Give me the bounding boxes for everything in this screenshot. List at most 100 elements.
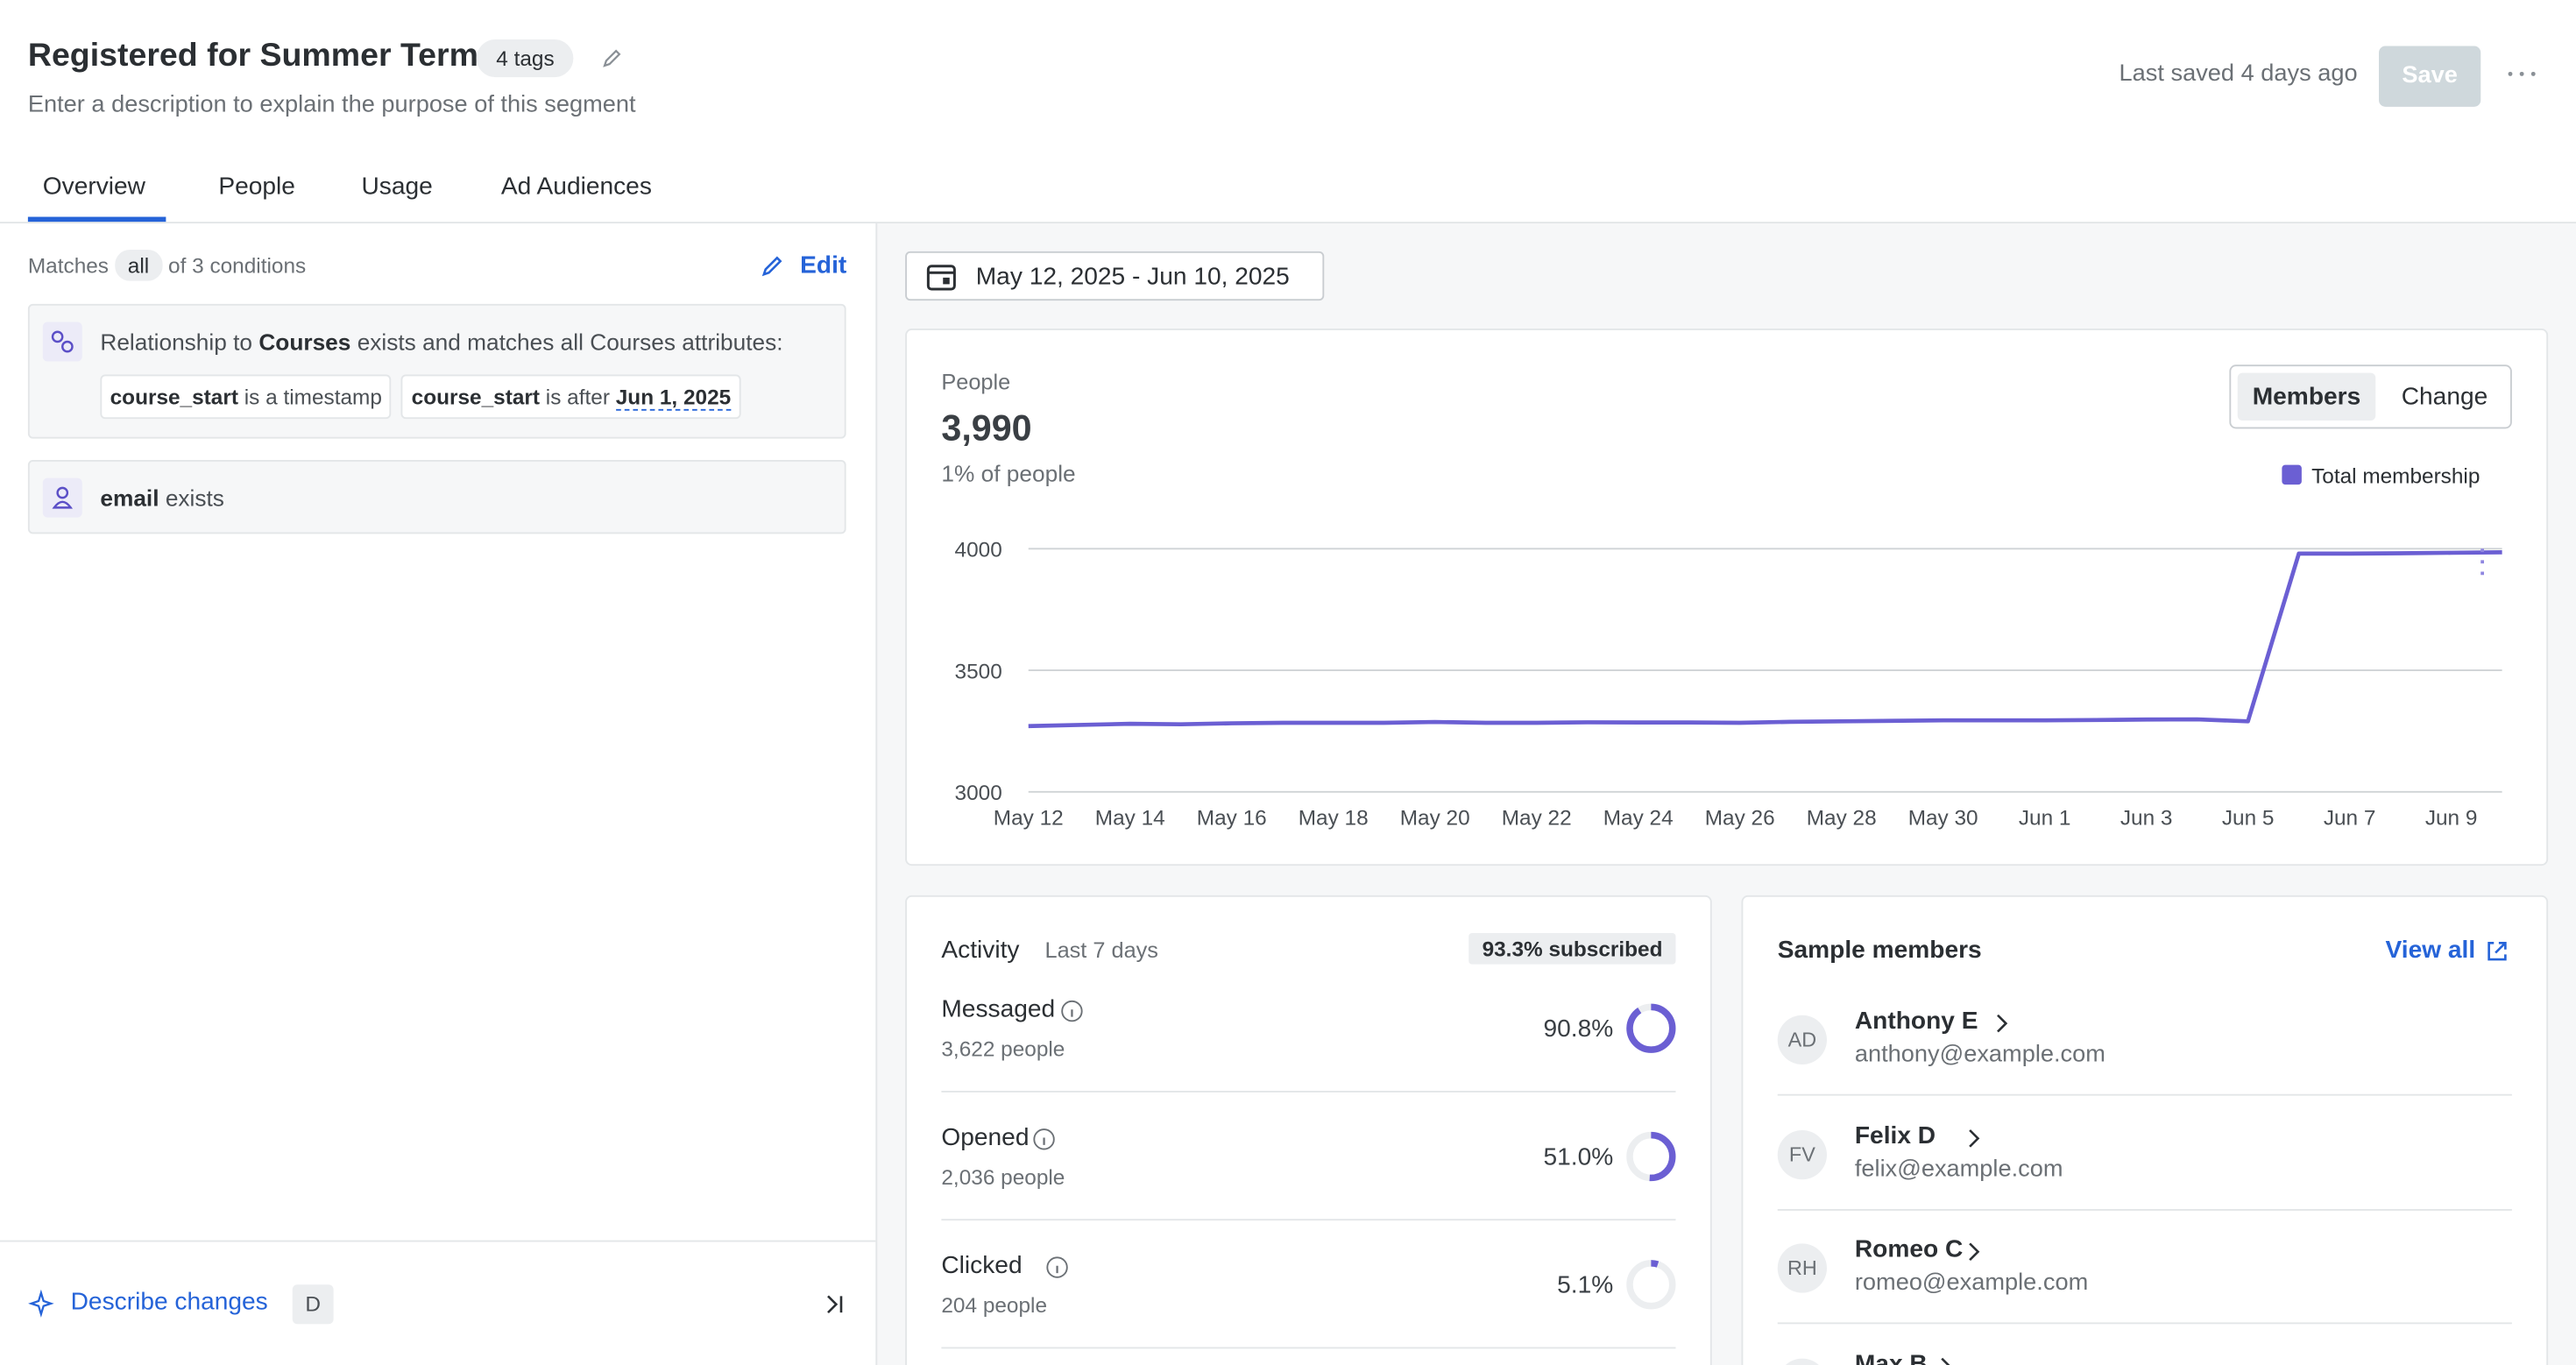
mode-pill[interactable]: all [114, 250, 163, 281]
external-icon [2488, 941, 2507, 961]
info-icon [1033, 1128, 1056, 1150]
donut-arc [1626, 1260, 1676, 1310]
shortcut-key: D [292, 1284, 334, 1325]
relationship-icon [42, 322, 82, 362]
tab[interactable]: Overview [42, 172, 145, 201]
legend-label: Total membership [2311, 464, 2480, 488]
legend-swatch [2282, 464, 2302, 485]
text: exists and matches all Courses attribute… [357, 329, 783, 355]
metric-percent: 5.1% [1557, 1271, 1614, 1300]
chevron [1968, 1242, 1979, 1262]
x-tick-label: May 26 [1705, 806, 1775, 830]
toggle-option[interactable]: Members [2237, 372, 2376, 421]
member-name: Max B [1854, 1349, 1928, 1365]
row-divider [941, 1219, 1676, 1221]
text: Jun 1, 2025 [615, 384, 732, 411]
x-tick-label: Jun 1 [2019, 806, 2071, 830]
footer-border [0, 1240, 876, 1242]
text: email [100, 484, 159, 512]
chevron-path [1968, 1242, 1979, 1262]
collapse-icon[interactable] [822, 1291, 848, 1318]
metric-percent: 51.0% [1543, 1143, 1614, 1171]
more-menu[interactable] [2505, 66, 2538, 82]
person-icon [42, 477, 82, 518]
text: is after [545, 384, 610, 409]
chips: course_start is a timestamp course_start … [100, 374, 750, 420]
x-tick-label: Jun 9 [2425, 806, 2478, 830]
chevron [1941, 1356, 1951, 1365]
info-ring [1060, 1000, 1082, 1022]
tab-indicator [27, 216, 166, 223]
activity-card: Activity Last 7 days 93.3% subscribed Me… [905, 895, 1712, 1365]
text: Matches [27, 252, 110, 278]
match-summary: Matches all of 3 conditions [27, 250, 306, 281]
condition-text: Relationship to Courses exists and match… [100, 329, 782, 355]
metric-people: 204 people [941, 1292, 1048, 1318]
description[interactable]: Enter a description to explain the purpo… [27, 92, 636, 118]
tags-pill[interactable]: 4 tags [476, 39, 575, 78]
toggle-option[interactable]: Change [2401, 382, 2488, 411]
condition-text: email exists [100, 484, 224, 511]
tab[interactable]: Usage [361, 172, 433, 201]
metric-people: 2,036 people [941, 1164, 1065, 1190]
chevron-path [1968, 1128, 1979, 1147]
avatar: FV [1777, 1129, 1827, 1179]
x-tick-label: May 12 [994, 806, 1064, 830]
x-tick-label: Jun 7 [2324, 806, 2376, 830]
donut-track [1626, 1260, 1676, 1310]
metric-percent: 90.8% [1543, 1015, 1614, 1043]
tabs-border [0, 222, 2576, 223]
metric-name: Messaged [941, 995, 1056, 1024]
metric-name: Clicked [941, 1251, 1023, 1280]
member-email: felix@example.com [1854, 1156, 2063, 1183]
date-picker[interactable]: May 12, 2025 - Jun 10, 2025 [905, 251, 1325, 301]
info-icon [1047, 1256, 1069, 1278]
card-title: Activity [941, 936, 1020, 965]
member-name: Romeo C [1854, 1235, 1964, 1263]
row-divider [1777, 1322, 2512, 1325]
text: course_start [411, 384, 540, 409]
info-icon [1060, 1000, 1082, 1022]
tab[interactable]: People [218, 172, 295, 201]
edit-icon[interactable] [599, 46, 624, 71]
row-divider [941, 1347, 1676, 1349]
describe-changes[interactable]: Describe changes [70, 1288, 268, 1316]
text: exists [165, 484, 224, 512]
x-tick-label: Jun 3 [2120, 806, 2173, 830]
chevron-path [1996, 1014, 2007, 1033]
donut [1626, 1260, 1676, 1310]
x-tick-label: Jun 5 [2222, 806, 2275, 830]
edit-icon[interactable] [759, 253, 785, 279]
condition: Relationship to Courses exists and match… [27, 303, 846, 439]
chevron-path [1941, 1356, 1951, 1365]
people-label: People [941, 369, 1011, 394]
donut [1626, 1003, 1676, 1053]
row-divider [941, 1091, 1676, 1093]
edit-link[interactable]: Edit [800, 251, 847, 279]
chevron [1968, 1128, 1979, 1147]
donut [1626, 1131, 1676, 1182]
x-tick-label: May 24 [1603, 806, 1674, 830]
member-name: Anthony E [1854, 1007, 1978, 1036]
save-button[interactable]: Save [2379, 46, 2481, 107]
x-tick-label: May 22 [1502, 806, 1572, 830]
y-tick-label: 4000 [955, 539, 1002, 562]
people-count: 3,990 [941, 407, 1032, 449]
members-card: Sample members View all AD Anthony E antho… [1741, 895, 2549, 1365]
x-tick-label: May 16 [1197, 806, 1267, 830]
x-tick-label: May 20 [1400, 806, 1470, 830]
member-email: anthony@example.com [1854, 1041, 2105, 1068]
subscribed-badge: 93.3% subscribed [1468, 933, 1676, 965]
metric-name: Opened [941, 1123, 1030, 1152]
y-tick-label: 3500 [955, 660, 1002, 683]
info-ring [1047, 1256, 1069, 1278]
calendar-icon [926, 265, 956, 291]
view-all[interactable]: View all [2385, 936, 2476, 965]
member-email: romeo@example.com [1854, 1270, 2089, 1297]
donut-arc [1626, 1003, 1676, 1053]
x-tick-label: May 28 [1807, 806, 1877, 830]
chevron [1996, 1014, 2007, 1033]
tab[interactable]: Ad Audiences [500, 172, 652, 201]
